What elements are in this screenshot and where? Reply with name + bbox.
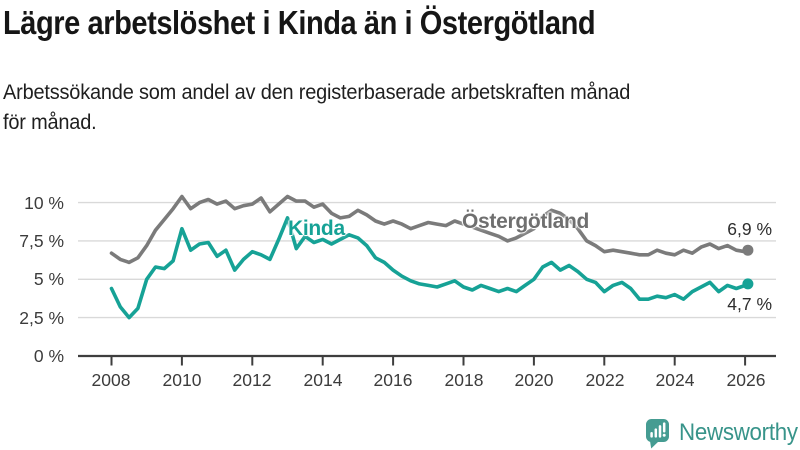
series-label-kinda: Kinda	[288, 217, 345, 240]
subtitle-line-1: Arbetssökande som andel av den registerb…	[3, 81, 631, 104]
x-tick-label-2014: 2014	[303, 370, 343, 390]
x-tick-label-2022: 2022	[585, 370, 625, 390]
end-value-ostergotland: 6,9 %	[727, 219, 772, 239]
x-tick-label-2020: 2020	[514, 370, 554, 390]
y-tick-label-2-5: 2,5 %	[19, 308, 64, 328]
x-tick-label-2018: 2018	[444, 370, 484, 390]
chart-subtitle: Arbetssökande som andel av den registerb…	[3, 78, 630, 138]
series-label-ostergotland: Östergötland	[462, 210, 590, 233]
newsworthy-logo-icon	[646, 419, 669, 449]
x-tick-label-2024: 2024	[655, 370, 695, 390]
x-tick-label-2008: 2008	[91, 370, 131, 390]
y-tick-label-10: 10 %	[24, 193, 64, 213]
x-tick-label-2010: 2010	[162, 370, 202, 390]
x-tick-label-2012: 2012	[232, 370, 272, 390]
newsworthy-logo[interactable]: Newsworthy	[645, 417, 800, 449]
y-tick-label-5: 5 %	[33, 269, 64, 289]
y-tick-label-0: 0 %	[33, 346, 64, 366]
subtitle-line-2: för månad.	[3, 111, 97, 134]
x-tick-label-2026: 2026	[726, 370, 766, 390]
page-title: Lägre arbetslöshet i Kinda än i Östergöt…	[3, 4, 596, 41]
y-tick-label-7-5: 7,5 %	[19, 231, 64, 251]
end-value-kinda: 4,7 %	[727, 294, 772, 314]
newsworthy-wordmark: Newsworthy	[679, 419, 798, 446]
x-tick-label-2016: 2016	[373, 370, 413, 390]
